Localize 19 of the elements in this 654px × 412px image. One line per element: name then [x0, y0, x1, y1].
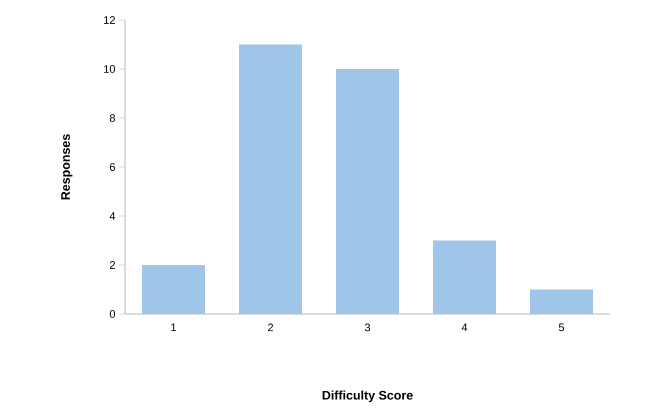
y-axis-title: Responses [61, 134, 72, 200]
y-tick-label: 8 [110, 114, 115, 122]
y-tick-label: 2 [110, 261, 115, 269]
x-tick-label: 3 [364, 324, 370, 332]
y-tick-label: 0 [110, 310, 116, 318]
bar [432, 240, 496, 314]
y-tick-label: 12 [104, 16, 115, 24]
x-tick-label: 4 [462, 324, 468, 332]
bar [530, 290, 594, 314]
x-tick-label: 2 [268, 324, 273, 332]
y-tick-label: 4 [110, 212, 116, 220]
bar [142, 265, 206, 314]
x-tick-label: 1 [171, 324, 176, 332]
bar [336, 68, 400, 314]
y-tick-label: 10 [104, 65, 116, 73]
y-tick-label: 6 [110, 163, 115, 171]
bar [238, 44, 302, 314]
x-tick-label: 5 [558, 324, 564, 332]
x-axis-title: Difficulty Score [322, 390, 413, 402]
